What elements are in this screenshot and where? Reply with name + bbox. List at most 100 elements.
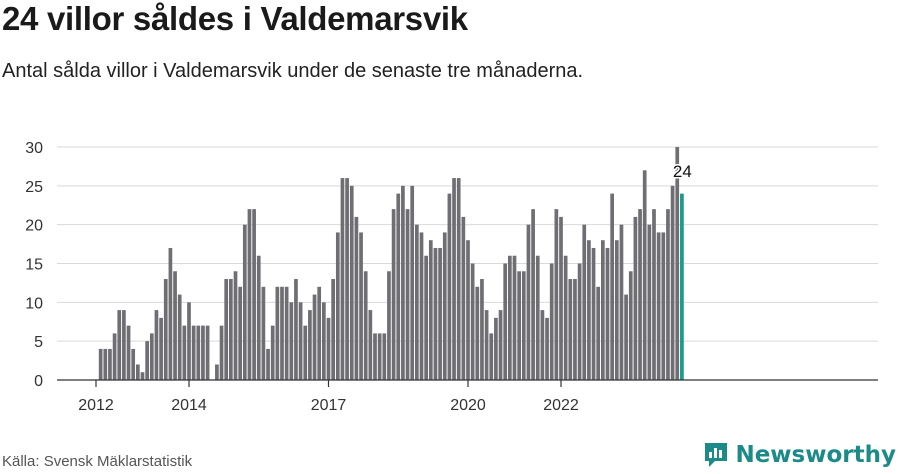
bar bbox=[614, 240, 619, 380]
bar bbox=[582, 224, 587, 380]
bar bbox=[238, 286, 242, 380]
x-tick-label: 2020 bbox=[450, 397, 486, 414]
bar bbox=[563, 255, 568, 380]
bar bbox=[173, 271, 177, 380]
bar bbox=[675, 147, 680, 380]
bar bbox=[140, 372, 145, 380]
bar bbox=[549, 263, 554, 380]
bar bbox=[387, 271, 391, 380]
y-axis: 0 5 10 15 20 25 30 bbox=[25, 140, 43, 390]
bar bbox=[312, 294, 317, 380]
bar bbox=[126, 325, 131, 380]
bar bbox=[326, 317, 331, 380]
bar bbox=[117, 310, 122, 380]
bar bbox=[666, 209, 670, 380]
bar bbox=[159, 317, 163, 380]
y-tick-label: 10 bbox=[25, 295, 43, 312]
bar bbox=[633, 216, 638, 380]
bar bbox=[163, 279, 168, 380]
brand: Newsworthy bbox=[703, 441, 896, 469]
bar bbox=[224, 279, 229, 380]
bar bbox=[266, 348, 270, 380]
bar bbox=[317, 286, 322, 380]
bar bbox=[517, 271, 521, 380]
chart-subtitle: Antal sålda villor i Valdemarsvik under … bbox=[2, 60, 584, 82]
bar bbox=[303, 325, 308, 380]
bar bbox=[308, 310, 312, 380]
bar bbox=[149, 333, 154, 380]
bar bbox=[233, 271, 238, 380]
bar bbox=[591, 247, 596, 380]
bar bbox=[382, 333, 387, 380]
bar bbox=[182, 325, 187, 380]
bar bbox=[373, 333, 377, 380]
bar bbox=[103, 348, 108, 380]
bar bbox=[205, 325, 210, 380]
bar bbox=[466, 240, 470, 380]
bar bbox=[252, 209, 256, 380]
y-tick-label: 30 bbox=[25, 140, 43, 157]
bar bbox=[652, 209, 656, 380]
bars bbox=[98, 147, 684, 380]
bar bbox=[545, 317, 549, 380]
bar bbox=[145, 341, 149, 380]
bar bbox=[601, 240, 605, 380]
bar bbox=[187, 302, 191, 380]
bar bbox=[642, 170, 647, 380]
bar bbox=[345, 178, 349, 380]
bar bbox=[322, 302, 326, 380]
bar bbox=[154, 310, 159, 380]
bar bbox=[484, 310, 489, 380]
bar bbox=[219, 325, 224, 380]
bar bbox=[294, 279, 298, 380]
bar bbox=[340, 178, 345, 380]
bar bbox=[508, 255, 512, 380]
chart-title: 24 villor såldes i Valdemarsvik bbox=[2, 0, 468, 37]
bar-highlight bbox=[680, 193, 684, 380]
bar bbox=[335, 232, 340, 380]
brand-name: Newsworthy bbox=[735, 442, 896, 468]
bar bbox=[596, 286, 601, 380]
bar bbox=[201, 325, 205, 380]
bar bbox=[401, 185, 405, 380]
x-axis: 2012 2014 2017 2020 2022 bbox=[57, 379, 878, 414]
bar bbox=[349, 185, 354, 380]
bar bbox=[196, 325, 201, 380]
bar bbox=[289, 302, 294, 380]
y-tick-label: 25 bbox=[25, 179, 43, 196]
bar bbox=[605, 247, 610, 380]
bar bbox=[177, 294, 182, 380]
bar bbox=[438, 247, 442, 380]
bar bbox=[577, 263, 582, 380]
newsworthy-logo-icon bbox=[705, 443, 728, 467]
bar bbox=[540, 310, 545, 380]
bar bbox=[247, 209, 252, 380]
bar bbox=[410, 185, 415, 380]
x-tick-label: 2012 bbox=[78, 397, 114, 414]
bar bbox=[396, 193, 401, 380]
bar bbox=[433, 247, 438, 380]
bar bbox=[284, 286, 289, 380]
bar bbox=[531, 209, 535, 380]
bar bbox=[526, 224, 531, 380]
bar bbox=[368, 310, 373, 380]
bar bbox=[168, 247, 173, 380]
bar bbox=[568, 279, 573, 380]
bar bbox=[256, 255, 261, 380]
bar bbox=[503, 263, 508, 380]
bar bbox=[554, 209, 559, 380]
bar bbox=[461, 216, 466, 380]
bar bbox=[452, 178, 456, 380]
bar bbox=[647, 224, 652, 380]
bar bbox=[377, 333, 382, 380]
y-tick-label: 15 bbox=[25, 257, 43, 274]
bar bbox=[424, 255, 428, 380]
bar bbox=[122, 310, 126, 380]
bar bbox=[442, 232, 447, 380]
bar bbox=[270, 325, 275, 380]
bar bbox=[480, 279, 484, 380]
bar bbox=[498, 310, 503, 380]
bar bbox=[656, 232, 661, 380]
bar bbox=[587, 240, 591, 380]
